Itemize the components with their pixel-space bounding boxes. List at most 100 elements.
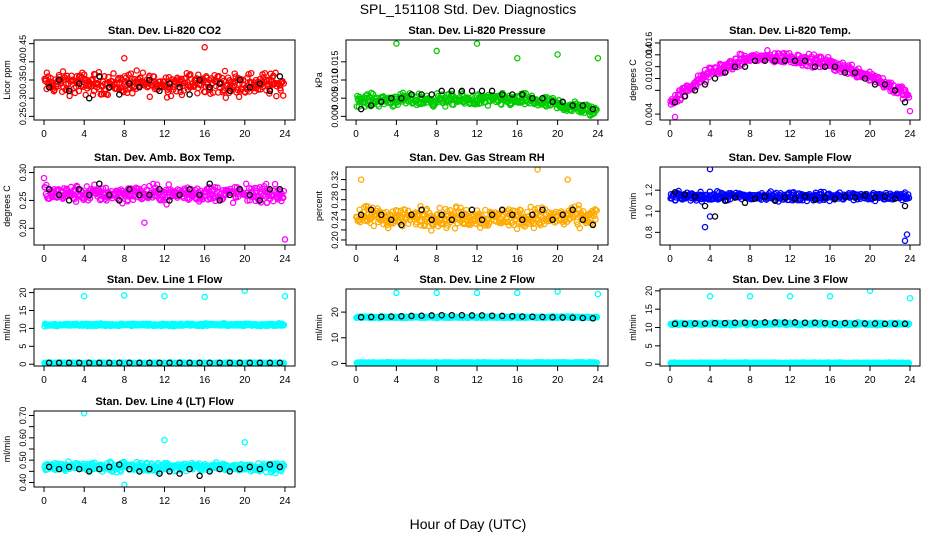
hourly-mean-point bbox=[388, 216, 395, 224]
x-tick-label: 8 bbox=[747, 129, 753, 140]
hourly-mean-point bbox=[539, 206, 546, 214]
data-point bbox=[279, 92, 287, 99]
hourly-mean-point bbox=[85, 359, 93, 366]
data-point bbox=[671, 113, 679, 120]
data-point bbox=[264, 80, 271, 87]
hourly-mean-point bbox=[186, 186, 193, 193]
chart-title: Stan. Dev. Li-820 Pressure bbox=[408, 25, 545, 37]
x-tick-label: 12 bbox=[471, 375, 483, 386]
hourly-mean-point bbox=[691, 193, 699, 200]
y-tick-label: 0 bbox=[330, 361, 340, 366]
y-tick-label: 0.25 bbox=[18, 192, 28, 210]
y-tick-label: 15 bbox=[18, 305, 28, 315]
y-tick-label: 10 bbox=[18, 323, 28, 333]
hourly-mean-point bbox=[55, 359, 63, 366]
x-tick-label: 4 bbox=[81, 129, 87, 140]
hourly-mean-point bbox=[246, 359, 254, 366]
hourly-mean-point bbox=[881, 193, 889, 200]
hourly-mean-point bbox=[529, 94, 536, 102]
x-tick-label: 20 bbox=[239, 375, 251, 386]
x-tick-label: 0 bbox=[353, 254, 359, 265]
data-point bbox=[180, 87, 188, 94]
y-tick-label: 0.28 bbox=[330, 191, 340, 209]
hourly-mean-point bbox=[811, 63, 819, 70]
hourly-mean-point bbox=[418, 91, 425, 98]
hourly-mean-point bbox=[156, 186, 163, 193]
chart-title: Stan. Dev. Li-820 CO2 bbox=[108, 25, 221, 37]
data-point bbox=[185, 196, 192, 203]
points-layer bbox=[667, 289, 914, 366]
data-point bbox=[436, 204, 443, 212]
x-tick-label: 12 bbox=[784, 129, 796, 140]
hourly-mean-point bbox=[519, 91, 526, 98]
hourly-mean-point bbox=[529, 313, 536, 320]
hourly-mean-point bbox=[891, 87, 899, 94]
hourly-mean-point bbox=[428, 91, 435, 98]
hourly-mean-point bbox=[398, 94, 405, 102]
data-point bbox=[433, 47, 440, 55]
hourly-mean-point bbox=[701, 81, 709, 88]
hourly-mean-point bbox=[246, 191, 254, 199]
data-point bbox=[901, 237, 909, 245]
hourly-mean-point bbox=[196, 191, 203, 199]
data-point bbox=[485, 220, 493, 227]
data-point bbox=[469, 96, 476, 103]
data-point bbox=[417, 202, 424, 210]
y-tick-label: 1.2 bbox=[644, 184, 654, 197]
hourly-mean-point bbox=[831, 63, 839, 70]
data-point bbox=[87, 83, 95, 90]
hourly-mean-point bbox=[478, 87, 486, 95]
data-point bbox=[530, 224, 538, 232]
hourly-mean-point bbox=[156, 359, 163, 366]
data-point bbox=[433, 289, 440, 297]
hourly-mean-point bbox=[166, 359, 173, 366]
y-axis-label: ml/min bbox=[628, 193, 638, 220]
hourly-mean-point bbox=[75, 80, 83, 87]
data-point bbox=[262, 193, 269, 200]
x-tick-label: 0 bbox=[41, 375, 47, 386]
hourly-mean-point bbox=[448, 87, 456, 95]
hourly-mean-point bbox=[711, 75, 719, 82]
hourly-mean-point bbox=[861, 192, 869, 199]
data-point bbox=[399, 222, 406, 230]
hourly-mean-point bbox=[146, 191, 153, 199]
y-tick-label: 0.20 bbox=[330, 231, 340, 249]
chart-title: Stan. Dev. Amb. Box Temp. bbox=[94, 152, 235, 164]
hourly-mean-point bbox=[579, 216, 587, 224]
page-title: SPL_151108 Std. Dev. Diagnostics bbox=[359, 1, 577, 17]
hourly-mean-point bbox=[579, 314, 587, 322]
data-point bbox=[230, 83, 238, 90]
data-point bbox=[592, 216, 599, 223]
data-point bbox=[162, 74, 170, 81]
hourly-mean-point bbox=[851, 194, 859, 201]
hourly-mean-point bbox=[236, 76, 244, 84]
y-axis-label: kPa bbox=[314, 72, 324, 88]
hourly-mean-point bbox=[901, 98, 909, 106]
data-point bbox=[366, 219, 374, 226]
hourly-mean-point bbox=[741, 199, 749, 207]
data-point bbox=[705, 73, 713, 81]
hourly-mean-point bbox=[418, 312, 425, 319]
hourly-mean-point bbox=[357, 211, 365, 219]
hourly-mean-point bbox=[741, 63, 749, 70]
hourly-mean-point bbox=[468, 206, 476, 214]
y-tick-label: 0.24 bbox=[330, 211, 340, 229]
x-tick-label: 24 bbox=[904, 254, 916, 265]
hourly-mean-point bbox=[589, 221, 597, 229]
data-point bbox=[594, 290, 602, 298]
plot-frame bbox=[345, 166, 609, 246]
hourly-mean-point bbox=[226, 87, 234, 95]
data-point bbox=[458, 90, 466, 98]
x-tick-label: 4 bbox=[81, 254, 87, 265]
data-point bbox=[775, 50, 783, 57]
x-tick-label: 4 bbox=[394, 254, 400, 265]
hourly-mean-point bbox=[357, 105, 365, 113]
points-layer bbox=[41, 44, 288, 102]
data-point bbox=[906, 294, 914, 302]
x-tick-label: 8 bbox=[434, 375, 440, 386]
hourly-mean-point bbox=[55, 76, 63, 84]
data-point bbox=[63, 72, 71, 80]
x-tick-label: 24 bbox=[592, 375, 604, 386]
hourly-mean-point bbox=[206, 180, 213, 187]
